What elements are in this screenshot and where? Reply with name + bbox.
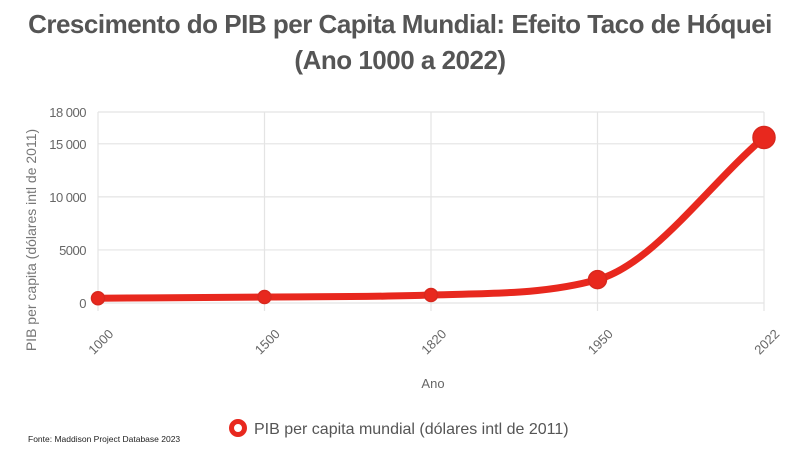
y-tick-label: 0 bbox=[79, 296, 86, 311]
legend-marker bbox=[229, 419, 247, 437]
data-point bbox=[257, 289, 272, 305]
x-tick-label: 1500 bbox=[252, 326, 283, 357]
y-tick-label: 5000 bbox=[59, 243, 86, 258]
x-tick-label: 1820 bbox=[418, 326, 449, 357]
y-tick-label: 15 000 bbox=[49, 137, 86, 152]
x-tick-label: 1950 bbox=[585, 326, 616, 357]
x-axis-label: Ano bbox=[421, 376, 444, 391]
x-tick-label: 2022 bbox=[751, 326, 782, 357]
data-point bbox=[423, 287, 439, 303]
x-tick-label: 1000 bbox=[85, 326, 116, 357]
data-point bbox=[90, 290, 106, 306]
data-point bbox=[587, 269, 608, 290]
source-note: Fonte: Maddison Project Database 2023 bbox=[28, 434, 181, 444]
legend-label: PIB per capita mundial (dólares intl de … bbox=[254, 421, 569, 438]
data-point bbox=[752, 125, 776, 150]
y-tick-label: 10 000 bbox=[49, 190, 86, 205]
y-axis-label: PIB per capita (dólares intl de 2011) bbox=[23, 129, 39, 351]
chart-title: Crescimento do PIB per Capita Mundial: E… bbox=[28, 9, 772, 75]
y-tick-label: 18 000 bbox=[49, 105, 86, 120]
